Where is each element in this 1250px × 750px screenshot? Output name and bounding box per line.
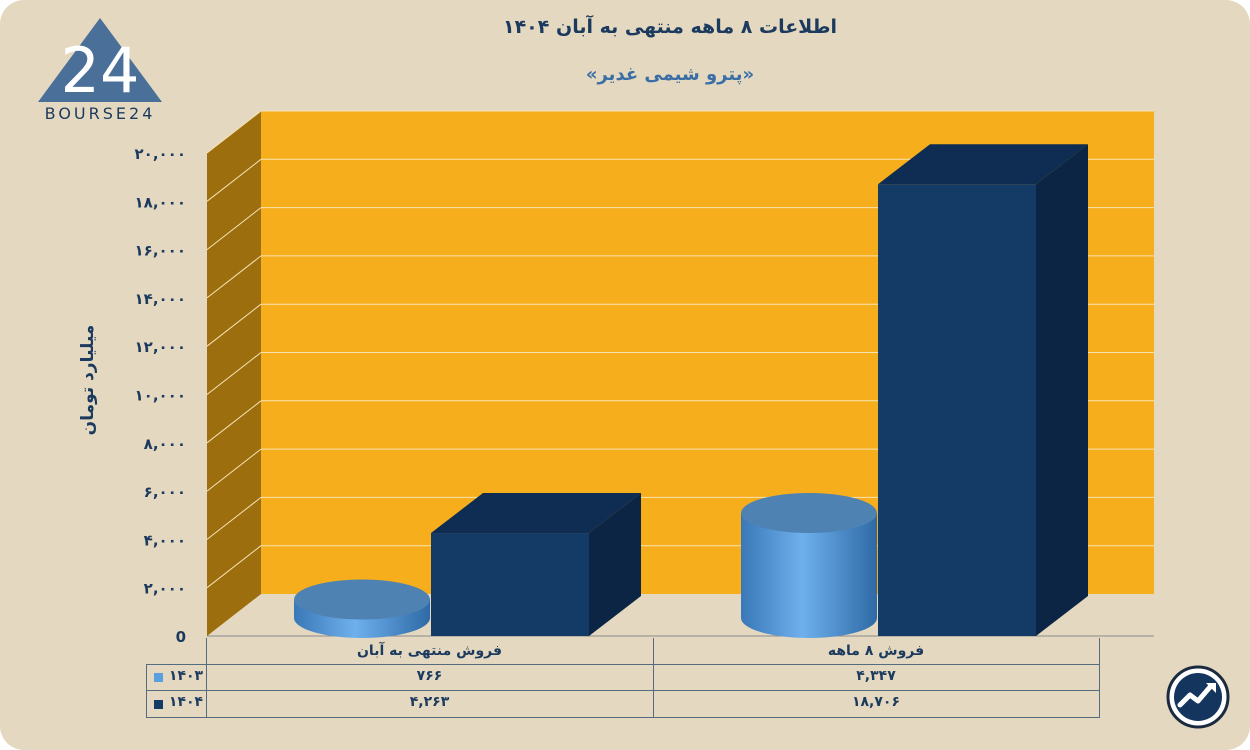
y-tick-label: ۶,۰۰۰	[144, 483, 186, 501]
gridline-side	[206, 207, 262, 250]
bar-cylinder-1403	[741, 513, 877, 638]
bar-cylinder-top-1403	[741, 493, 877, 534]
gridline-side	[206, 497, 262, 540]
y-tick-label: ۱۲,۰۰۰	[135, 338, 186, 356]
table-cell-1403-cat-2: ۴,۳۴۷	[856, 668, 896, 684]
table-header-cat-2: فروش ۸ ماهه	[827, 643, 925, 659]
logo-wordmark: BOURSE24	[44, 104, 156, 123]
y-tick-label: ۱۴,۰۰۰	[135, 290, 186, 308]
table-header-cat-1: فروش منتهی به آبان	[356, 643, 503, 659]
data-table: فروش منتهی به آبان فروش ۸ ماهه ۱۴۰۳ ۷۶۶ …	[146, 638, 1100, 718]
legend-label-1404: ۱۴۰۴	[168, 694, 204, 710]
gridline-side	[206, 158, 262, 202]
y-tick-label: ۱۰,۰۰۰	[135, 387, 186, 405]
gridline-side	[206, 545, 262, 589]
chart-title: اطلاعات ۸ ماهه منتهی به آبان ۱۴۰۴	[502, 16, 838, 38]
bar-box-1404	[431, 533, 589, 636]
y-tick-label: ۱۸,۰۰۰	[135, 193, 186, 211]
gridline-side	[206, 303, 262, 347]
gridline-side	[206, 110, 262, 154]
gridline-side	[206, 255, 262, 299]
legend-label-1403: ۱۴۰۳	[168, 668, 204, 684]
y-tick-label: ۲۰,۰۰۰	[135, 145, 186, 163]
y-tick-label: 0	[176, 628, 186, 646]
bar-box-top-1404	[878, 144, 1088, 185]
table-cell-1404-cat-1: ۴,۲۶۳	[409, 694, 450, 710]
table-cell-1403-cat-1: ۷۶۶	[416, 668, 443, 684]
table-cell-1404-cat-2: ۱۸,۷۰۶	[851, 694, 901, 710]
gridline-side	[206, 400, 262, 444]
legend-key-1404	[154, 700, 163, 709]
y-tick-label: ۴,۰۰۰	[144, 531, 186, 549]
legend-key-1403	[154, 673, 163, 682]
bar-box-top-1404	[431, 493, 641, 534]
bar-cylinder-top-1403	[294, 579, 430, 620]
gridline-side	[206, 448, 262, 492]
bar-box-side-1404	[589, 493, 641, 636]
y-tick-label: ۱۶,۰۰۰	[135, 242, 186, 260]
chart-subtitle: «پترو شیمی غدیر»	[585, 64, 755, 85]
y-tick-label: ۲,۰۰۰	[144, 580, 186, 598]
bourse24-logo: 24	[38, 18, 162, 107]
gridline-side	[206, 352, 262, 395]
svg-text:24: 24	[61, 34, 140, 107]
y-tick-label: ۸,۰۰۰	[144, 435, 186, 453]
bar-box-1404	[878, 184, 1036, 636]
trend-arrow-icon	[1166, 665, 1230, 729]
bar-box-side-1404	[1036, 144, 1088, 636]
